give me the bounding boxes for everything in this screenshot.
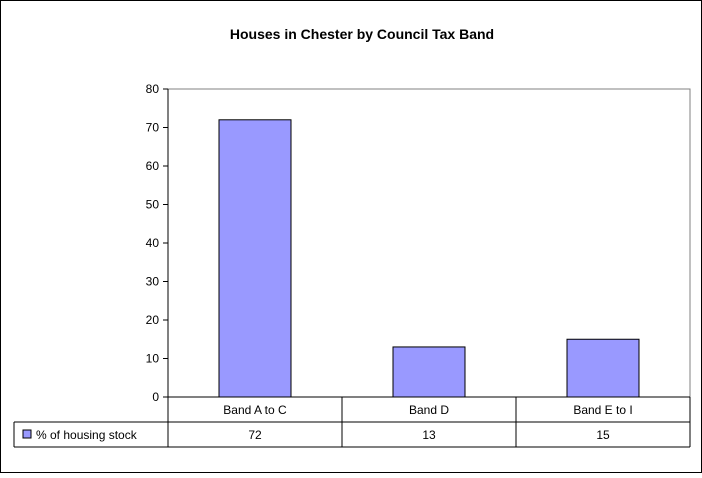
- y-tick-label: 0: [152, 390, 159, 404]
- bar: [566, 338, 640, 398]
- y-axis: 0 10 20 30 40 50 60 70 80: [146, 82, 169, 404]
- legend-swatch: [22, 429, 32, 439]
- data-value-label: 72: [248, 428, 262, 442]
- y-tick-label: 50: [146, 198, 160, 212]
- y-tick-label: 10: [146, 352, 160, 366]
- data-value-label: 13: [422, 428, 436, 442]
- y-tick-label: 40: [146, 236, 160, 250]
- y-tick-label: 80: [146, 82, 160, 96]
- y-tick-label: 60: [146, 159, 160, 173]
- chart-title: Houses in Chester by Council Tax Band: [230, 26, 494, 42]
- bar: [218, 119, 292, 398]
- y-tick-label: 70: [146, 121, 160, 135]
- x-category-label: Band E to I: [573, 403, 632, 417]
- legend-label: % of housing stock: [36, 428, 138, 442]
- x-category-label: Band D: [409, 403, 449, 417]
- bars: [218, 119, 640, 398]
- y-tick-label: 20: [146, 313, 160, 327]
- data-table: Band A to C Band D Band E to I % of housing…: [13, 396, 691, 448]
- bar: [392, 346, 466, 398]
- y-tick-label: 30: [146, 275, 160, 289]
- data-value-label: 15: [596, 428, 610, 442]
- x-category-label: Band A to C: [223, 403, 287, 417]
